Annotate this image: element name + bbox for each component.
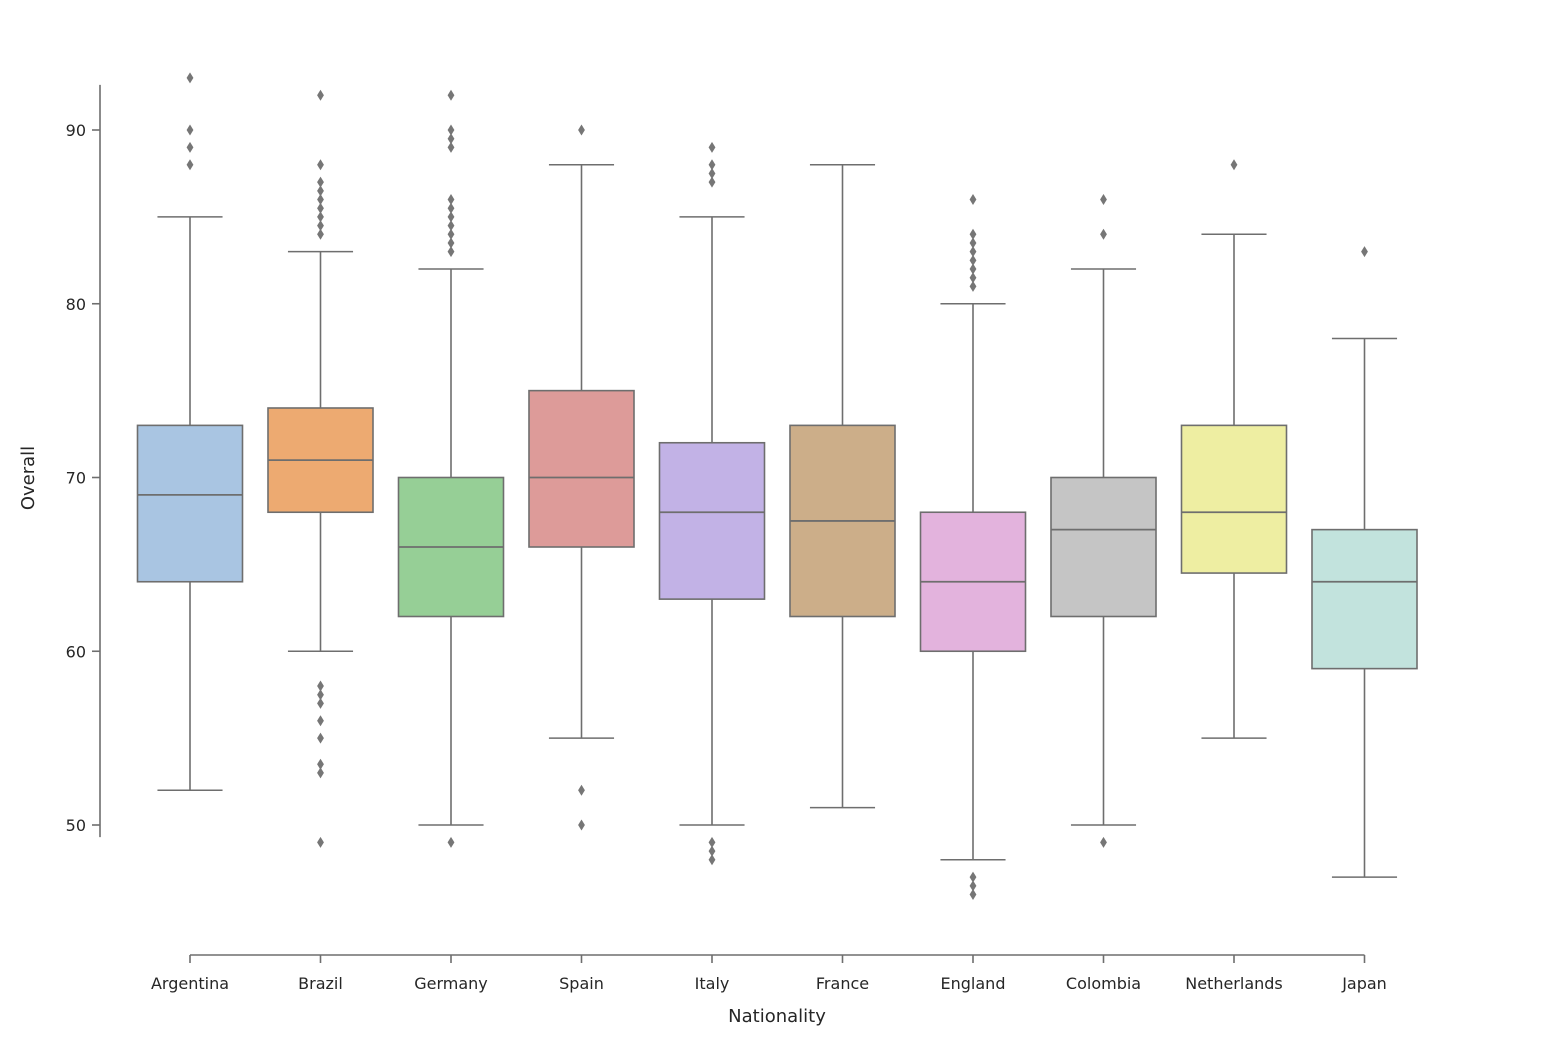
x-tick-label-brazil: Brazil: [298, 974, 343, 993]
outlier-diamond: [317, 836, 324, 848]
outlier-diamond: [447, 836, 455, 848]
outlier-diamond: [578, 124, 585, 136]
outlier-diamond: [708, 159, 716, 171]
plot-area: 50 60 70 80 90 Argentina Brazil Germany Spain Ita…: [66, 72, 1418, 993]
x-axis-label: Nationality: [728, 1006, 826, 1027]
outlier-diamond: [186, 141, 194, 153]
y-tick-label: 80: [66, 295, 86, 314]
outlier-diamond: [317, 732, 324, 744]
outlier-diamond: [447, 202, 455, 214]
outlier-diamond: [447, 89, 455, 101]
x-tick-label-italy: Italy: [695, 974, 730, 993]
box-rect: [1050, 476, 1157, 618]
box-rect: [1311, 528, 1418, 670]
box-france: [789, 163, 896, 809]
outlier-diamond: [186, 159, 194, 171]
box-japan: [1311, 246, 1418, 878]
outlier-diamond: [969, 254, 977, 266]
outlier-diamond: [447, 124, 455, 136]
outlier-diamond: [1100, 228, 1107, 240]
outlier-diamond: [317, 194, 324, 205]
outlier-diamond: [578, 819, 585, 831]
outlier-diamond: [969, 237, 977, 249]
box-brazil: [267, 89, 374, 848]
outlier-diamond: [969, 880, 977, 892]
outlier-diamond: [1100, 836, 1107, 848]
outlier-diamond: [447, 211, 455, 223]
outlier-diamond: [317, 185, 324, 197]
outlier-diamond: [969, 194, 977, 205]
x-tick-label-spain: Spain: [559, 974, 604, 993]
outlier-diamond: [447, 141, 455, 153]
outlier-diamond: [708, 836, 716, 848]
outlier-diamond: [317, 767, 324, 779]
outlier-diamond: [969, 871, 977, 883]
outlier-diamond: [578, 784, 585, 796]
outlier-diamond: [969, 280, 977, 292]
outlier-diamond: [317, 697, 324, 709]
outlier-diamond: [969, 889, 977, 900]
outlier-diamond: [447, 194, 455, 205]
outlier-diamond: [317, 715, 324, 727]
outlier-diamond: [186, 72, 194, 84]
box-rect: [658, 441, 766, 600]
y-tick-label: 90: [66, 121, 86, 140]
outlier-diamond: [447, 246, 455, 258]
box-netherlands: [1180, 159, 1288, 739]
outlier-diamond: [708, 845, 716, 857]
outlier-diamond: [1230, 159, 1238, 171]
x-tick-label-france: France: [816, 974, 869, 993]
box-argentina: [136, 72, 244, 792]
box-england: [919, 194, 1027, 900]
x-tick-label-colombia: Colombia: [1066, 974, 1141, 993]
outlier-diamond: [317, 758, 324, 770]
x-tick-label-netherlands: Netherlands: [1185, 974, 1283, 993]
outlier-diamond: [969, 228, 977, 240]
outlier-diamond: [969, 263, 977, 275]
outlier-diamond: [447, 220, 455, 232]
outlier-diamond: [969, 272, 977, 284]
outlier-diamond: [708, 141, 716, 153]
y-axis-label: Overall: [18, 446, 39, 510]
box-italy: [658, 141, 766, 866]
outlier-diamond: [1361, 246, 1368, 258]
box-rect: [1180, 424, 1288, 574]
outlier-diamond: [186, 124, 194, 136]
x-tick-label-england: England: [941, 974, 1006, 993]
outlier-diamond: [447, 237, 455, 249]
y-tick-label: 50: [66, 816, 86, 835]
outlier-diamond: [708, 176, 716, 188]
y-tick-label: 60: [66, 642, 86, 661]
outlier-diamond: [317, 159, 324, 171]
outlier-diamond: [317, 680, 324, 692]
outlier-diamond: [317, 211, 324, 223]
box-germany: [397, 89, 505, 848]
outlier-diamond: [317, 89, 324, 101]
outlier-diamond: [708, 854, 716, 866]
outlier-diamond: [969, 246, 977, 258]
outlier-diamond: [1100, 194, 1107, 205]
box-rect: [528, 389, 635, 548]
outlier-diamond: [317, 220, 324, 232]
outlier-diamond: [317, 689, 324, 701]
outlier-diamond: [317, 202, 324, 214]
box-spain: [528, 124, 635, 831]
outlier-diamond: [708, 167, 716, 179]
box-colombia: [1050, 194, 1157, 848]
outlier-diamond: [447, 228, 455, 240]
x-tick-label-argentina: Argentina: [151, 974, 229, 993]
outlier-diamond: [447, 133, 455, 145]
x-tick-label-japan: Japan: [1341, 974, 1387, 993]
y-tick-label: 70: [66, 469, 86, 488]
box-rect: [136, 424, 244, 583]
outlier-diamond: [317, 176, 324, 188]
outlier-diamond: [317, 228, 324, 240]
x-tick-label-germany: Germany: [414, 974, 488, 993]
